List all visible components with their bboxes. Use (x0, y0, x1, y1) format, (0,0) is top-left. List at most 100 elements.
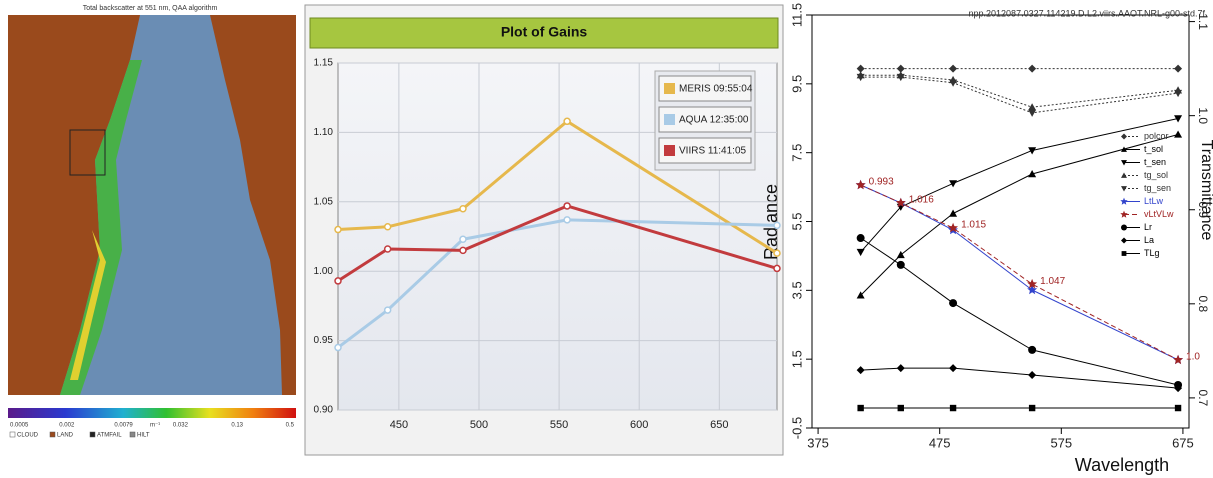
legend-label: t_sol (1144, 144, 1163, 154)
data-point (896, 64, 905, 73)
legend-label: tg_sol (1144, 170, 1168, 180)
data-point (1174, 115, 1183, 123)
flag-label: HILT (137, 433, 150, 439)
legend-label: tg_sen (1144, 183, 1171, 193)
flag-labels: CLOUD LAND ATMFAIL HILT (9, 431, 150, 439)
chart-title: Plot of Gains (501, 24, 588, 40)
flag-swatch (89, 431, 96, 438)
data-point (1028, 147, 1037, 155)
x-tick-label: 650 (710, 419, 728, 431)
y2-tick-label: 0.9 (1196, 201, 1210, 218)
x-tick-label: 500 (470, 419, 488, 431)
y2-tick-label: 0.7 (1196, 390, 1210, 407)
legend-marker (1121, 146, 1127, 152)
data-point (895, 197, 906, 208)
legend-label: polcor (1144, 131, 1169, 141)
data-point (334, 343, 342, 352)
data-point (773, 221, 781, 230)
data-point (334, 225, 342, 234)
x-tick-label: 475 (929, 435, 951, 450)
x-axis-label: Wavelength (1075, 455, 1169, 475)
legend-marker (1121, 133, 1127, 140)
data-point (1027, 278, 1038, 289)
radiance-plot-area (811, 14, 1190, 429)
data-point (1174, 64, 1183, 73)
y-tick-label: 1.00 (314, 266, 334, 277)
data-point (334, 277, 342, 285)
y-tick-label: 1.15 (314, 58, 334, 69)
data-point (459, 235, 467, 244)
map-panel: Total backscatter at 551 nm, QAA algorit… (8, 5, 296, 439)
x-tick-label: 575 (1050, 435, 1072, 450)
data-point (896, 250, 905, 259)
colorbar-tick-label: 0.13 (231, 423, 243, 429)
x-tick-label: 375 (807, 435, 829, 450)
data-point (383, 223, 392, 231)
data-point (1027, 284, 1038, 295)
y-tick-label: 0.95 (314, 335, 334, 346)
data-point (1174, 384, 1183, 393)
colorbar-tick-label: 0.5 (286, 423, 295, 429)
legend-marker (1120, 210, 1128, 218)
legend-marker (1121, 224, 1127, 231)
y-tick-label: 1.05 (314, 196, 334, 207)
data-point (856, 73, 865, 82)
y-tick-label: 7.5 (789, 144, 804, 162)
y-tick-label: 1.5 (789, 350, 804, 368)
data-point (1174, 130, 1183, 138)
colorbar-tick-label: 0.032 (173, 423, 189, 429)
legend-marker (1121, 186, 1127, 192)
data-point (949, 299, 958, 308)
colorbar-tick-label: 0.0079 (114, 423, 133, 429)
x-tick-label: 675 (1172, 435, 1194, 450)
data-point (1028, 103, 1037, 111)
data-point (949, 79, 958, 87)
y-tick-label: -0.5 (789, 417, 804, 439)
legend-label: VIIRS 11:41:05 (679, 146, 747, 157)
data-point (383, 306, 392, 314)
data-point (459, 246, 467, 255)
colorbar-tick-label: 0.0005 (10, 423, 29, 429)
legend-swatch (664, 114, 675, 125)
legend-label: AQUA 12:35:00 (679, 115, 749, 126)
legend-marker (1121, 237, 1127, 244)
y-tick-label: 0.90 (314, 405, 334, 416)
coastal-water (60, 60, 142, 395)
data-point (459, 204, 467, 213)
legend-label: LtLw (1144, 196, 1164, 206)
y-axis-label: Radiance (761, 184, 781, 260)
data-point (1028, 404, 1036, 412)
y-tick-label: 1.10 (314, 127, 334, 138)
data-point (896, 364, 905, 373)
data-point (949, 209, 958, 217)
legend-swatch (664, 145, 675, 156)
y2-tick-label: 0.8 (1196, 295, 1210, 312)
data-point (857, 404, 864, 412)
data-point (856, 248, 865, 257)
legend-marker (1121, 160, 1127, 166)
data-point (949, 404, 957, 412)
data-point (1028, 169, 1037, 178)
annotation: 0.993 (869, 177, 894, 188)
data-point (1174, 89, 1183, 98)
y2-tick-label: 1.0 (1196, 107, 1210, 124)
colorbar-unit: m⁻¹ (150, 423, 160, 429)
flag-label: LAND (57, 433, 74, 439)
y-tick-label: 5.5 (789, 212, 804, 230)
data-point (1028, 345, 1037, 354)
y2-axis-label: Transmittance (1198, 140, 1213, 241)
legend-label: Lr (1144, 222, 1152, 232)
legend-swatch (664, 83, 675, 94)
legend-label: MERIS 09:55:04 (679, 84, 753, 95)
data-point (896, 260, 905, 269)
data-point (856, 64, 865, 73)
legend-marker (1120, 197, 1128, 205)
flag-swatch (129, 431, 136, 438)
data-point (1028, 64, 1037, 73)
data-point (773, 249, 781, 257)
x-tick-label: 600 (630, 419, 648, 431)
y-tick-label: 9.5 (789, 75, 804, 93)
flag-label: CLOUD (17, 433, 39, 439)
data-point (383, 245, 392, 253)
